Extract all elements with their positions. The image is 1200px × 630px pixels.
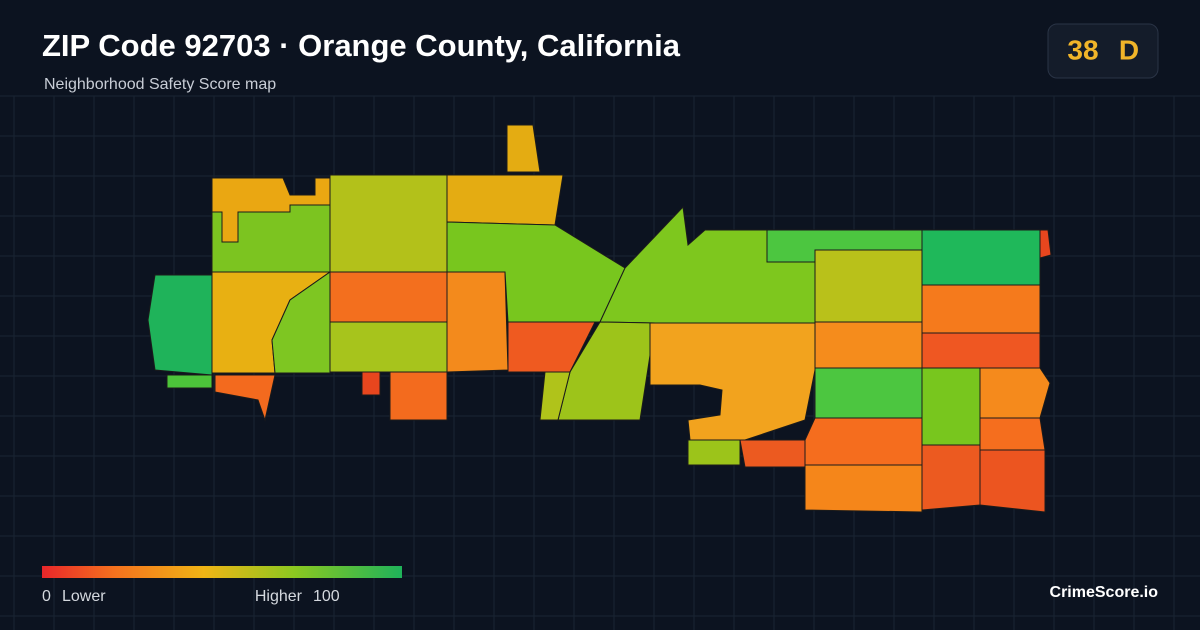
score-grade: D	[1119, 34, 1139, 65]
score-badge	[1047, 23, 1159, 79]
area	[329, 271, 448, 323]
area	[329, 174, 448, 273]
area	[446, 174, 564, 226]
area	[539, 371, 571, 421]
area	[166, 374, 213, 389]
area	[147, 274, 213, 376]
area	[814, 321, 923, 369]
area	[446, 271, 509, 373]
legend-high-label: Higher	[255, 588, 303, 605]
legend-bar	[42, 566, 402, 578]
legend-max: 100	[313, 588, 340, 605]
area	[921, 367, 981, 446]
area	[814, 249, 923, 323]
area	[804, 464, 923, 513]
legend-min: 0	[42, 588, 51, 605]
area	[921, 444, 981, 511]
area	[804, 417, 923, 466]
area	[921, 332, 1041, 369]
area	[739, 439, 806, 468]
area	[687, 439, 741, 466]
legend-low-label: Lower	[62, 588, 106, 605]
area	[921, 284, 1041, 334]
area	[979, 367, 1051, 419]
area	[921, 229, 1041, 286]
title: ZIP Code 92703 · Orange County, Californ…	[42, 28, 681, 63]
area	[389, 371, 448, 421]
area	[214, 374, 276, 422]
area	[979, 449, 1046, 513]
subtitle: Neighborhood Safety Score map	[44, 76, 276, 93]
area	[506, 124, 541, 173]
area	[1039, 229, 1052, 259]
zip-map	[147, 124, 1052, 513]
brand: CrimeScore.io	[1050, 584, 1159, 601]
score-value: 38	[1067, 34, 1098, 65]
area	[361, 371, 381, 396]
area	[979, 417, 1046, 451]
area	[814, 367, 923, 419]
area	[329, 321, 448, 373]
